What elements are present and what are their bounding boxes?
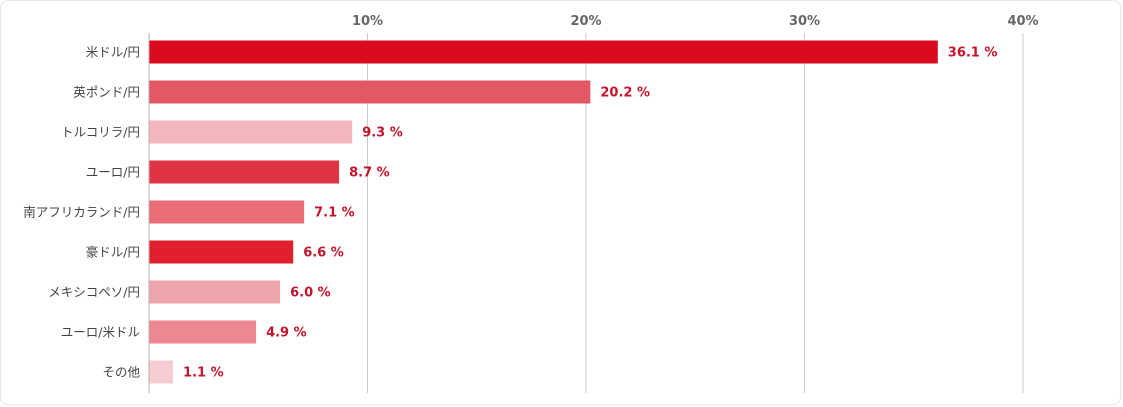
bar xyxy=(149,360,174,384)
value-label: 7.1 % xyxy=(314,206,355,221)
category-label: ユーロ/円 xyxy=(86,165,140,180)
value-label: 9.3 % xyxy=(362,126,403,141)
category-label: ユーロ/米ドル xyxy=(61,325,140,340)
value-label: 4.9 % xyxy=(266,326,307,341)
category-label: トルコリラ/円 xyxy=(61,125,140,140)
bars xyxy=(149,40,938,384)
x-tick-label: 20% xyxy=(570,14,601,29)
value-label: 6.0 % xyxy=(290,286,331,301)
x-tick-label: 30% xyxy=(789,14,820,29)
category-label: その他 xyxy=(102,365,140,380)
category-label: 英ポンド/円 xyxy=(73,85,140,100)
category-label: メキシコペソ/円 xyxy=(48,285,140,300)
value-label: 8.7 % xyxy=(349,166,390,181)
bar xyxy=(149,240,294,264)
bar xyxy=(149,280,281,304)
x-tick-label: 40% xyxy=(1007,14,1038,29)
value-label: 6.6 % xyxy=(303,246,344,261)
bar xyxy=(149,160,340,184)
value-label: 20.2 % xyxy=(600,86,650,101)
bar xyxy=(149,320,257,344)
bar xyxy=(149,120,353,144)
value-labels: 36.1 % 20.2 % 9.3 % 8.7 % 7.1 % 6.6 % 6.0 % 4.9… xyxy=(183,46,997,381)
category-label: 豪ドル/円 xyxy=(86,245,140,260)
x-tick-label: 10% xyxy=(352,14,383,29)
category-labels: 米ドル/円英ポンド/円トルコリラ/円ユーロ/円南アフリカランド/円豪ドル/円メキ… xyxy=(23,45,140,380)
bar xyxy=(149,80,591,104)
bar xyxy=(149,40,938,64)
bar xyxy=(149,200,305,224)
category-label: 南アフリカランド/円 xyxy=(23,205,140,220)
value-label: 1.1 % xyxy=(183,366,224,381)
value-label: 36.1 % xyxy=(948,46,998,61)
category-label: 米ドル/円 xyxy=(86,45,140,60)
x-tick-labels: 10% 20% 30% 40% xyxy=(352,14,1039,29)
